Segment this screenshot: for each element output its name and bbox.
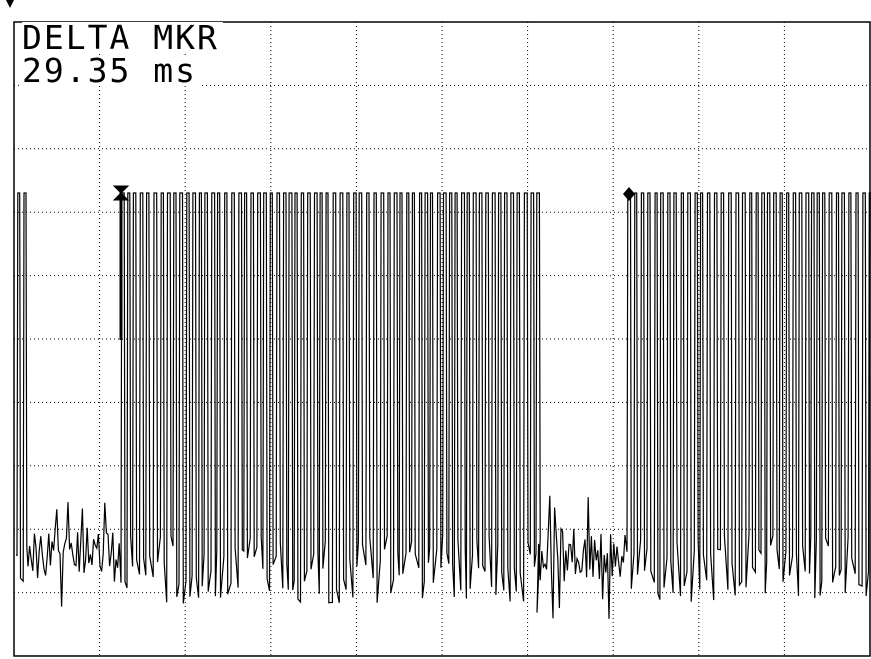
top-left-indicator-icon [6, 0, 14, 8]
delta-marker-value: 29.35 ms [22, 54, 201, 87]
delta-marker-icon [623, 187, 635, 201]
delta-marker-label: DELTA MKR [22, 21, 223, 54]
reference-marker-icon [112, 185, 130, 340]
trace-path [15, 192, 871, 619]
marker-layer [112, 185, 635, 340]
signal-trace [15, 192, 871, 619]
